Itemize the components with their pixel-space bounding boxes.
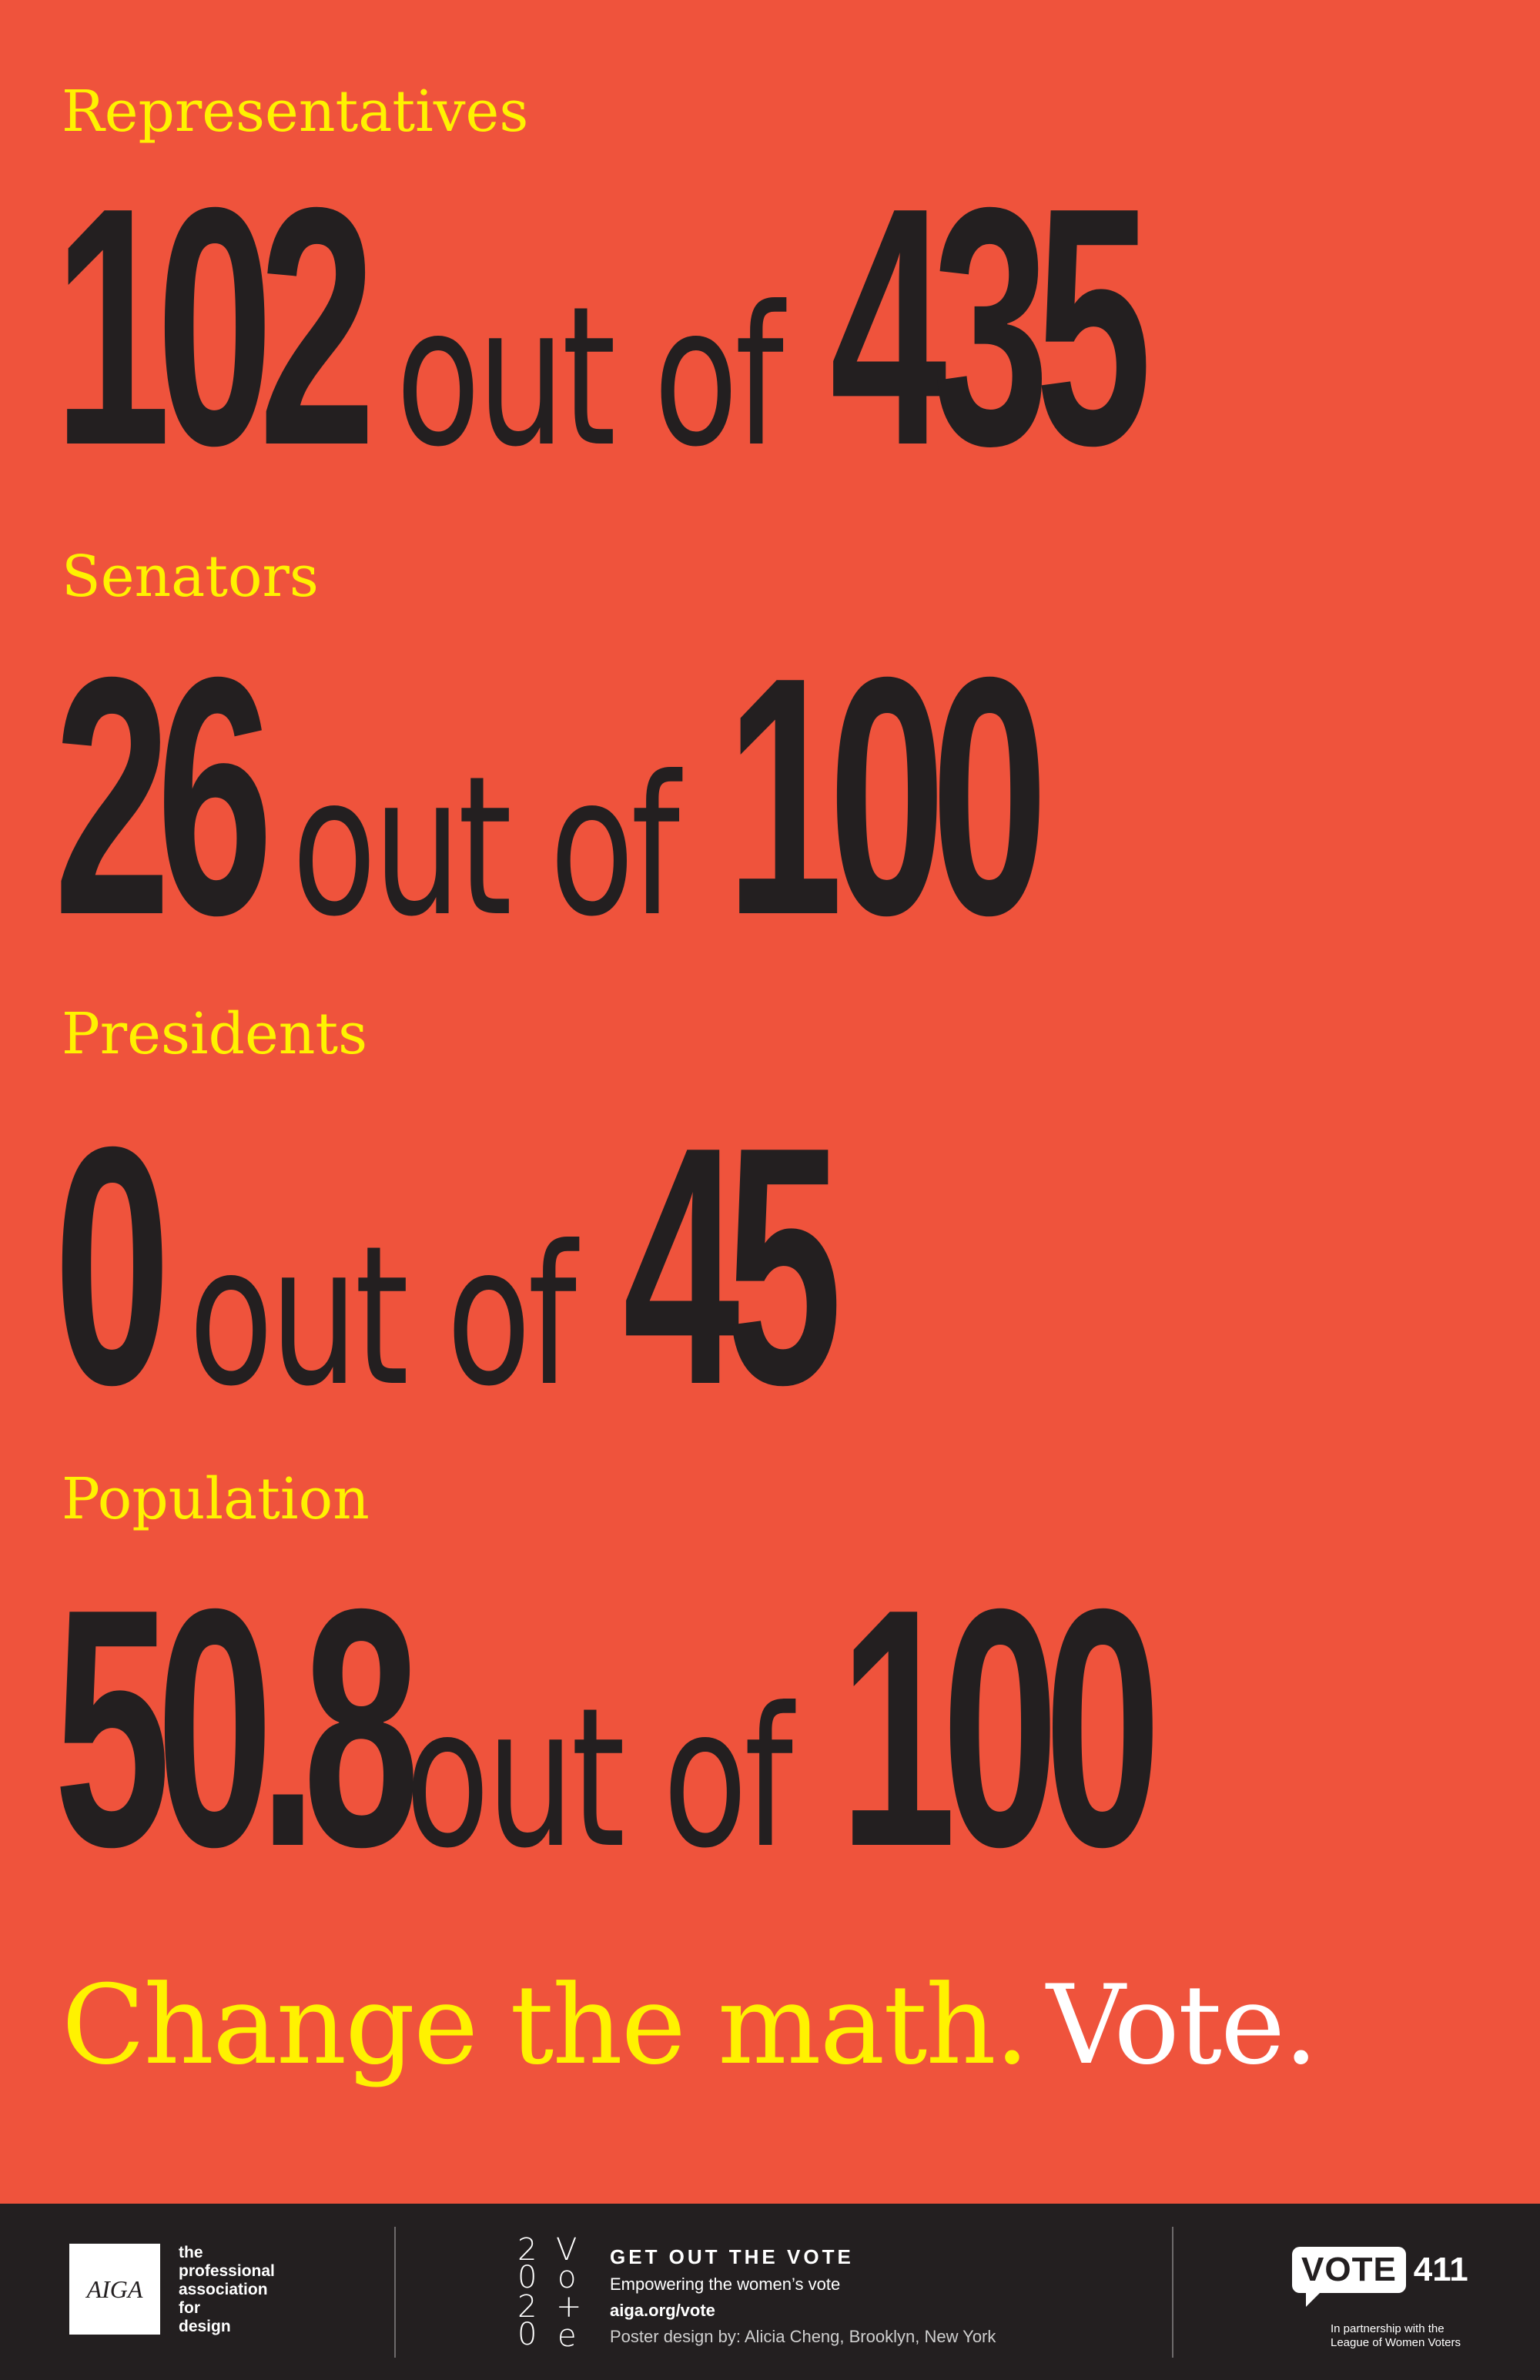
stat-row-presidents: 0 out of 45 — [54, 1097, 953, 1436]
stat-total: 100 — [839, 1539, 1161, 1917]
stat-out-of: out of — [188, 1204, 577, 1428]
aiga-desc-line: design — [179, 2318, 231, 2335]
stat-out-of: out of — [405, 1666, 793, 1890]
stat-out-of: out of — [396, 265, 784, 489]
footer-divider — [1172, 2227, 1173, 2358]
stat-count: 102 — [54, 138, 376, 516]
tagline-vote: Vote. — [1046, 1962, 1318, 2089]
stat-total: 45 — [622, 1077, 842, 1455]
aiga-desc-line: association — [179, 2281, 268, 2298]
aiga-logo: AIGA — [69, 2244, 160, 2335]
vote411-number: 411 — [1413, 2251, 1468, 2288]
stat-count: 50.8 — [54, 1539, 420, 1917]
footer-divider — [394, 2227, 396, 2358]
aiga-desc-line: for — [179, 2299, 200, 2317]
stat-label-population: Population — [62, 1466, 370, 1532]
stat-out-of: out of — [292, 735, 680, 959]
stat-label-representatives: Representatives — [62, 79, 529, 145]
stat-row-population: 50.8 out of 100 — [54, 1559, 1335, 1898]
stat-row-representatives: 102 out of 435 — [54, 158, 1326, 497]
tagline-main: Change the math. — [62, 1962, 1029, 2089]
stat-total: 100 — [726, 608, 1048, 986]
stat-label-senators: Senators — [62, 544, 319, 610]
stat-row-senators: 26 out of 100 — [54, 628, 1222, 966]
stat-total: 435 — [829, 138, 1152, 516]
aiga-description: the professional association for design — [179, 2244, 333, 2336]
aiga-desc-line: the — [179, 2244, 203, 2261]
get-out-the-vote-block: GET OUT THE VOTE Empowering the women’s … — [610, 2247, 996, 2345]
vote411-partner: In partnership with the League of Women … — [1331, 2322, 1461, 2349]
vote411-bubble: VOTE — [1292, 2247, 1406, 2307]
stat-count: 0 — [54, 1077, 171, 1455]
aiga-desc-line: professional — [179, 2262, 275, 2280]
tagline: Change the math. Vote. — [62, 1971, 1318, 2080]
stat-label-presidents: Presidents — [62, 1001, 368, 1067]
footer-bar: AIGA the professional association for de… — [0, 2204, 1540, 2380]
vote411-logo: VOTE 411 — [1292, 2247, 1468, 2307]
gotv-subtitle: Empowering the women’s vote — [610, 2275, 841, 2294]
gotv-title: GET OUT THE VOTE — [610, 2245, 854, 2268]
stat-count: 26 — [54, 608, 273, 986]
gotv-url[interactable]: aiga.org/vote — [610, 2301, 715, 2320]
2020-vote-mark-icon: 2 V 0 o 2 + 0 e — [517, 2232, 582, 2354]
poster-credit: Poster design by: Alicia Cheng, Brooklyn… — [610, 2327, 996, 2346]
